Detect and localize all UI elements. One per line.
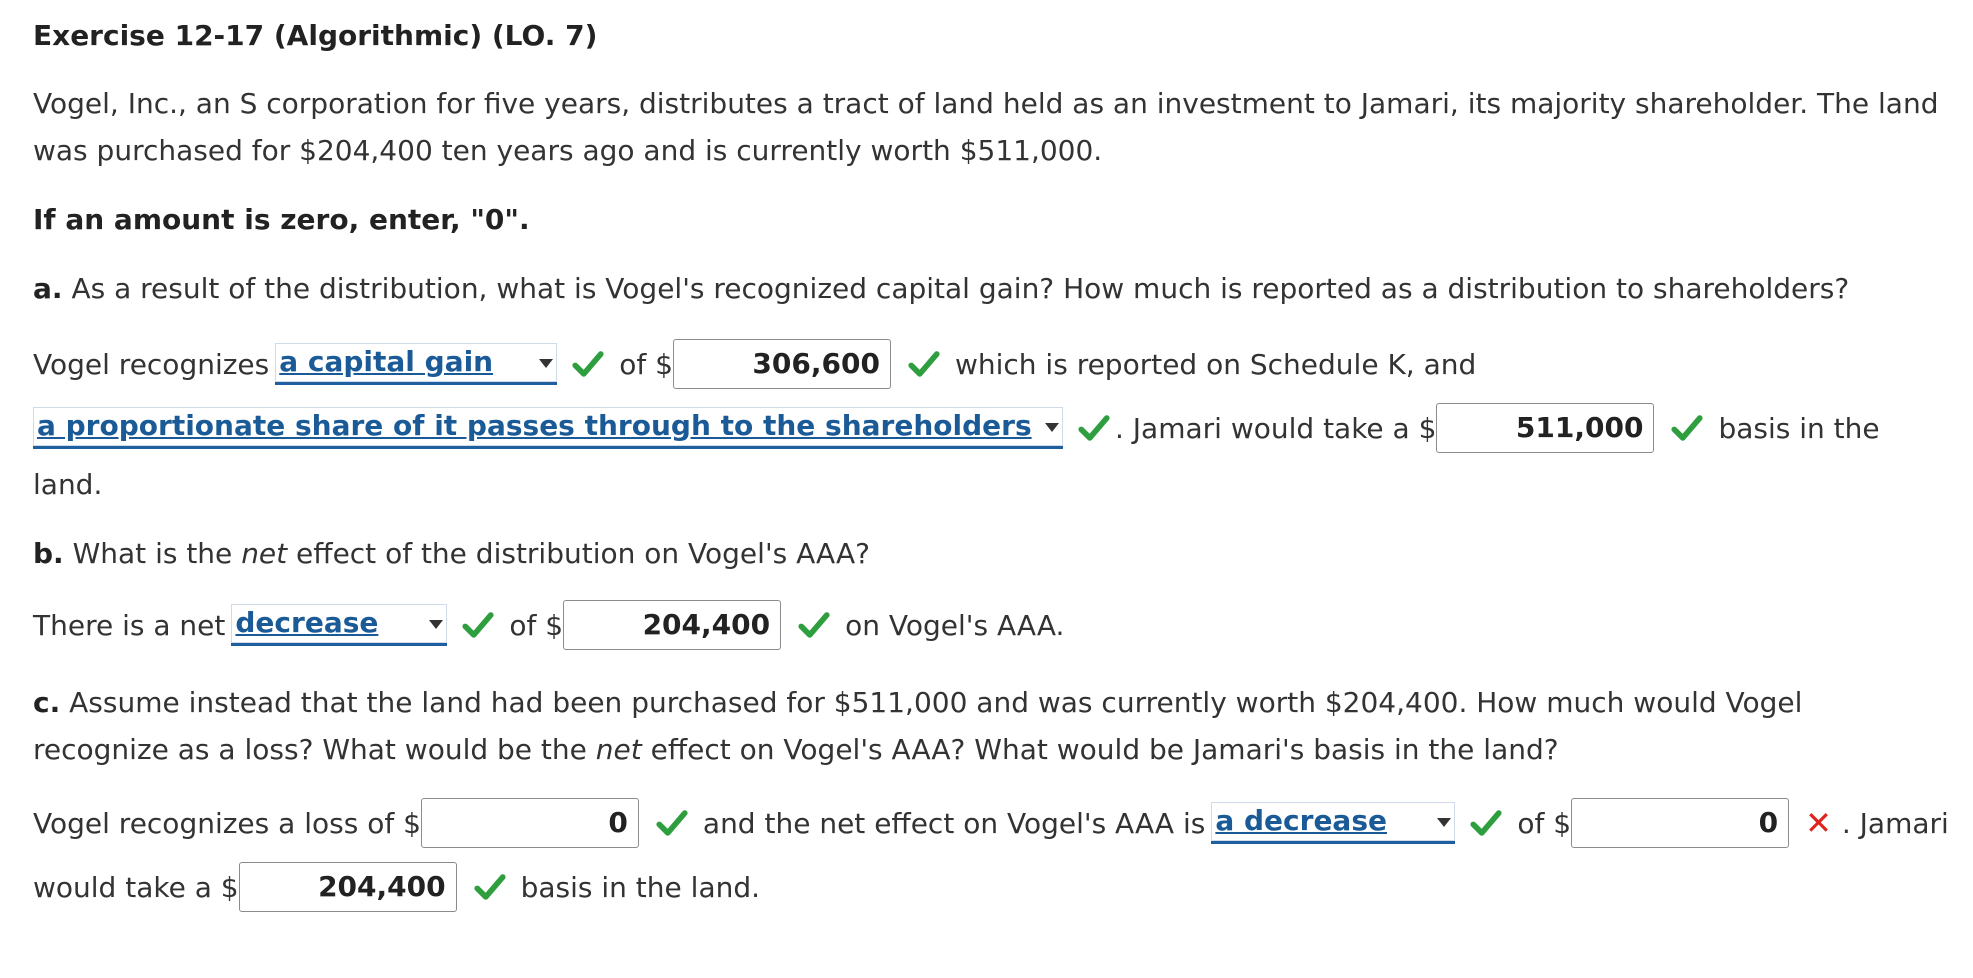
part-a-text-6: land.: [33, 467, 103, 501]
passthrough-select-value: a proportionate share of it passes throu…: [37, 409, 1032, 442]
part-a-text-1: Vogel recognizes: [33, 347, 270, 381]
part-a-line-2: a proportionate share of it passes throu…: [33, 396, 1953, 460]
incorrect-x-icon: ✕: [1805, 804, 1832, 842]
part-a-text-5: basis in the: [1718, 411, 1880, 445]
part-c-letter: c.: [33, 686, 61, 719]
part-a-line-3: land.: [33, 460, 1953, 508]
part-a-letter: a.: [33, 272, 63, 305]
check-icon: [572, 351, 604, 377]
part-b-question-text-1: What is the: [72, 537, 233, 570]
part-b-text-3: on Vogel's AAA.: [845, 608, 1065, 642]
part-c-question-text-2: effect on Vogel's AAA? What would be Jam…: [650, 733, 1559, 766]
aaa-amount-c-input[interactable]: 0: [1571, 798, 1790, 848]
part-c-text-6: basis in the land.: [520, 870, 761, 904]
chevron-down-icon: [429, 620, 444, 629]
part-b-text-1: There is a net: [33, 608, 226, 642]
chevron-down-icon: [539, 359, 554, 368]
check-icon: [656, 810, 688, 836]
part-c-line-1: Vogel recognizes a loss of $ 0 and the n…: [33, 791, 1953, 855]
check-icon: [1470, 810, 1502, 836]
check-icon: [1671, 415, 1704, 441]
chevron-down-icon: [1437, 818, 1452, 827]
check-icon: [1078, 415, 1110, 441]
exercise-title: Exercise 12-17 (Algorithmic) (LO. 7): [33, 19, 598, 52]
capital-gain-input[interactable]: 306,600: [672, 339, 891, 389]
aaa-effect-c-select-value: a decrease: [1215, 804, 1387, 837]
loss-input[interactable]: 0: [420, 798, 639, 848]
part-a-question: a. As a result of the distribution, what…: [33, 265, 1953, 312]
jamari-basis-c-input[interactable]: 204,400: [238, 862, 457, 912]
part-c-question: c. Assume instead that the land had been…: [33, 679, 1943, 773]
part-c-question-emphasis: net: [595, 733, 642, 766]
part-c-line-2: would take a $ 204,400 basis in the land…: [33, 855, 1953, 919]
jamari-basis-input[interactable]: 511,000: [1436, 403, 1655, 453]
part-b-text-2: of $: [509, 608, 564, 642]
part-c-text-3: of $: [1517, 806, 1572, 840]
exercise-container: Exercise 12-17 (Algorithmic) (LO. 7) Vog…: [33, 14, 1953, 919]
aaa-effect-c-select[interactable]: a decrease: [1211, 802, 1456, 844]
part-b-question-text-2: effect of the distribution on Vogel's AA…: [296, 537, 871, 570]
part-c-text-2: and the net effect on Vogel's AAA is: [702, 806, 1206, 840]
problem-intro: Vogel, Inc., an S corporation for five y…: [33, 87, 1939, 167]
part-c-text-5: would take a $: [33, 870, 239, 904]
part-c-text-4: . Jamari: [1841, 806, 1949, 840]
aaa-amount-input[interactable]: 204,400: [563, 600, 782, 650]
part-a-text-3: which is reported on Schedule K, and: [954, 347, 1477, 381]
check-icon: [474, 874, 506, 900]
gain-type-select[interactable]: a capital gain: [275, 343, 558, 385]
gain-type-select-value: a capital gain: [279, 345, 494, 378]
zero-instruction: If an amount is zero, enter, "0".: [33, 203, 530, 236]
part-c-text-1: Vogel recognizes a loss of $: [33, 806, 421, 840]
check-icon: [908, 351, 940, 377]
part-b-question-emphasis: net: [241, 537, 288, 570]
aaa-effect-select[interactable]: decrease: [231, 604, 448, 646]
check-icon: [798, 612, 830, 638]
aaa-effect-select-value: decrease: [235, 606, 379, 639]
part-a-question-text: As a result of the distribution, what is…: [71, 272, 1850, 305]
part-b-letter: b.: [33, 537, 64, 570]
part-a-line-1: Vogel recognizes a capital gain of $ 306…: [33, 332, 1953, 396]
part-b-question: b. What is the net effect of the distrib…: [33, 530, 1953, 577]
chevron-down-icon: [1045, 423, 1059, 432]
part-a-text-2: of $: [619, 347, 673, 381]
check-icon: [462, 612, 494, 638]
part-a-text-4: . Jamari would take a $: [1115, 411, 1437, 445]
part-c-question-text-1: Assume instead that the land had been pu…: [33, 686, 1803, 766]
part-b-line-1: There is a net decrease of $ 204,400 on …: [33, 593, 1953, 657]
passthrough-select[interactable]: a proportionate share of it passes throu…: [33, 407, 1063, 449]
